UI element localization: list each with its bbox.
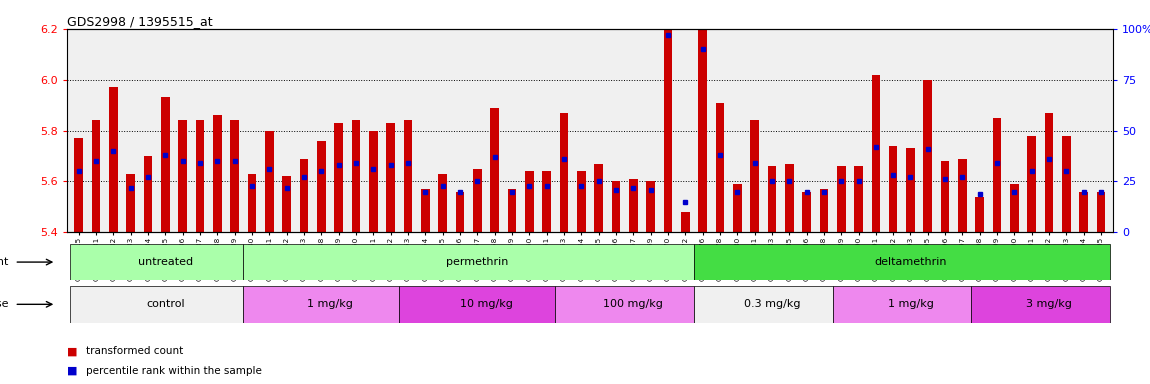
Bar	[507, 189, 516, 232]
Bar	[681, 212, 690, 232]
Bar	[386, 123, 396, 232]
Bar	[317, 141, 325, 232]
Bar	[906, 148, 914, 232]
Bar	[664, 16, 673, 232]
Bar	[803, 192, 811, 232]
Bar	[369, 131, 377, 232]
Bar	[335, 123, 343, 232]
Bar	[1027, 136, 1036, 232]
Text: ■: ■	[67, 346, 77, 356]
Text: 0.3 mg/kg: 0.3 mg/kg	[744, 299, 800, 310]
Bar	[438, 174, 447, 232]
FancyBboxPatch shape	[399, 286, 555, 323]
Bar	[872, 74, 880, 232]
Bar	[941, 161, 950, 232]
Text: untreated: untreated	[138, 257, 193, 267]
FancyBboxPatch shape	[555, 286, 693, 323]
Bar	[196, 121, 205, 232]
Bar	[715, 103, 724, 232]
Bar	[975, 197, 984, 232]
Bar	[595, 164, 603, 232]
Bar	[1080, 192, 1088, 232]
Bar	[784, 164, 794, 232]
Bar	[577, 171, 585, 232]
Text: 100 mg/kg: 100 mg/kg	[604, 299, 664, 310]
Bar	[126, 174, 136, 232]
Bar	[109, 87, 117, 232]
Bar	[889, 146, 897, 232]
Text: deltamethrin: deltamethrin	[874, 257, 946, 267]
Bar	[266, 131, 274, 232]
Bar	[161, 98, 170, 232]
Bar	[213, 115, 222, 232]
Bar	[733, 184, 742, 232]
Bar	[543, 171, 551, 232]
Bar	[230, 121, 239, 232]
Text: ■: ■	[67, 366, 77, 376]
Text: control: control	[146, 299, 185, 310]
Bar	[75, 138, 83, 232]
Bar	[750, 121, 759, 232]
Bar	[526, 171, 534, 232]
Bar	[698, 0, 707, 232]
FancyBboxPatch shape	[693, 244, 1110, 280]
Bar	[854, 166, 862, 232]
Text: percentile rank within the sample: percentile rank within the sample	[86, 366, 262, 376]
Bar	[144, 156, 153, 232]
Bar	[646, 182, 654, 232]
Text: 1 mg/kg: 1 mg/kg	[888, 299, 934, 310]
Text: GDS2998 / 1395515_at: GDS2998 / 1395515_at	[67, 15, 213, 28]
Bar	[923, 79, 933, 232]
Bar	[820, 189, 828, 232]
Bar	[1044, 113, 1053, 232]
Bar	[178, 121, 187, 232]
Bar	[958, 159, 967, 232]
FancyBboxPatch shape	[70, 244, 244, 280]
Bar	[352, 121, 360, 232]
Text: permethrin: permethrin	[446, 257, 508, 267]
Text: transformed count: transformed count	[86, 346, 184, 356]
Bar	[283, 176, 291, 232]
Bar	[473, 169, 482, 232]
Text: 3 mg/kg: 3 mg/kg	[1026, 299, 1072, 310]
Bar	[455, 192, 465, 232]
Bar	[612, 182, 620, 232]
FancyBboxPatch shape	[244, 244, 693, 280]
Bar	[629, 179, 637, 232]
Bar	[404, 121, 413, 232]
Bar	[560, 113, 568, 232]
Text: 10 mg/kg: 10 mg/kg	[460, 299, 513, 310]
Bar	[992, 118, 1002, 232]
Bar	[767, 166, 776, 232]
Bar	[837, 166, 845, 232]
FancyBboxPatch shape	[693, 286, 833, 323]
Text: 1 mg/kg: 1 mg/kg	[307, 299, 353, 310]
Text: agent: agent	[0, 257, 9, 267]
Text: dose: dose	[0, 299, 9, 310]
FancyBboxPatch shape	[833, 286, 971, 323]
FancyBboxPatch shape	[971, 286, 1110, 323]
Bar	[300, 159, 308, 232]
Bar	[421, 189, 430, 232]
FancyBboxPatch shape	[244, 286, 399, 323]
FancyBboxPatch shape	[70, 286, 244, 323]
Bar	[1097, 192, 1105, 232]
Bar	[247, 174, 256, 232]
Bar	[92, 121, 100, 232]
Bar	[490, 108, 499, 232]
Bar	[1063, 136, 1071, 232]
Bar	[1010, 184, 1019, 232]
